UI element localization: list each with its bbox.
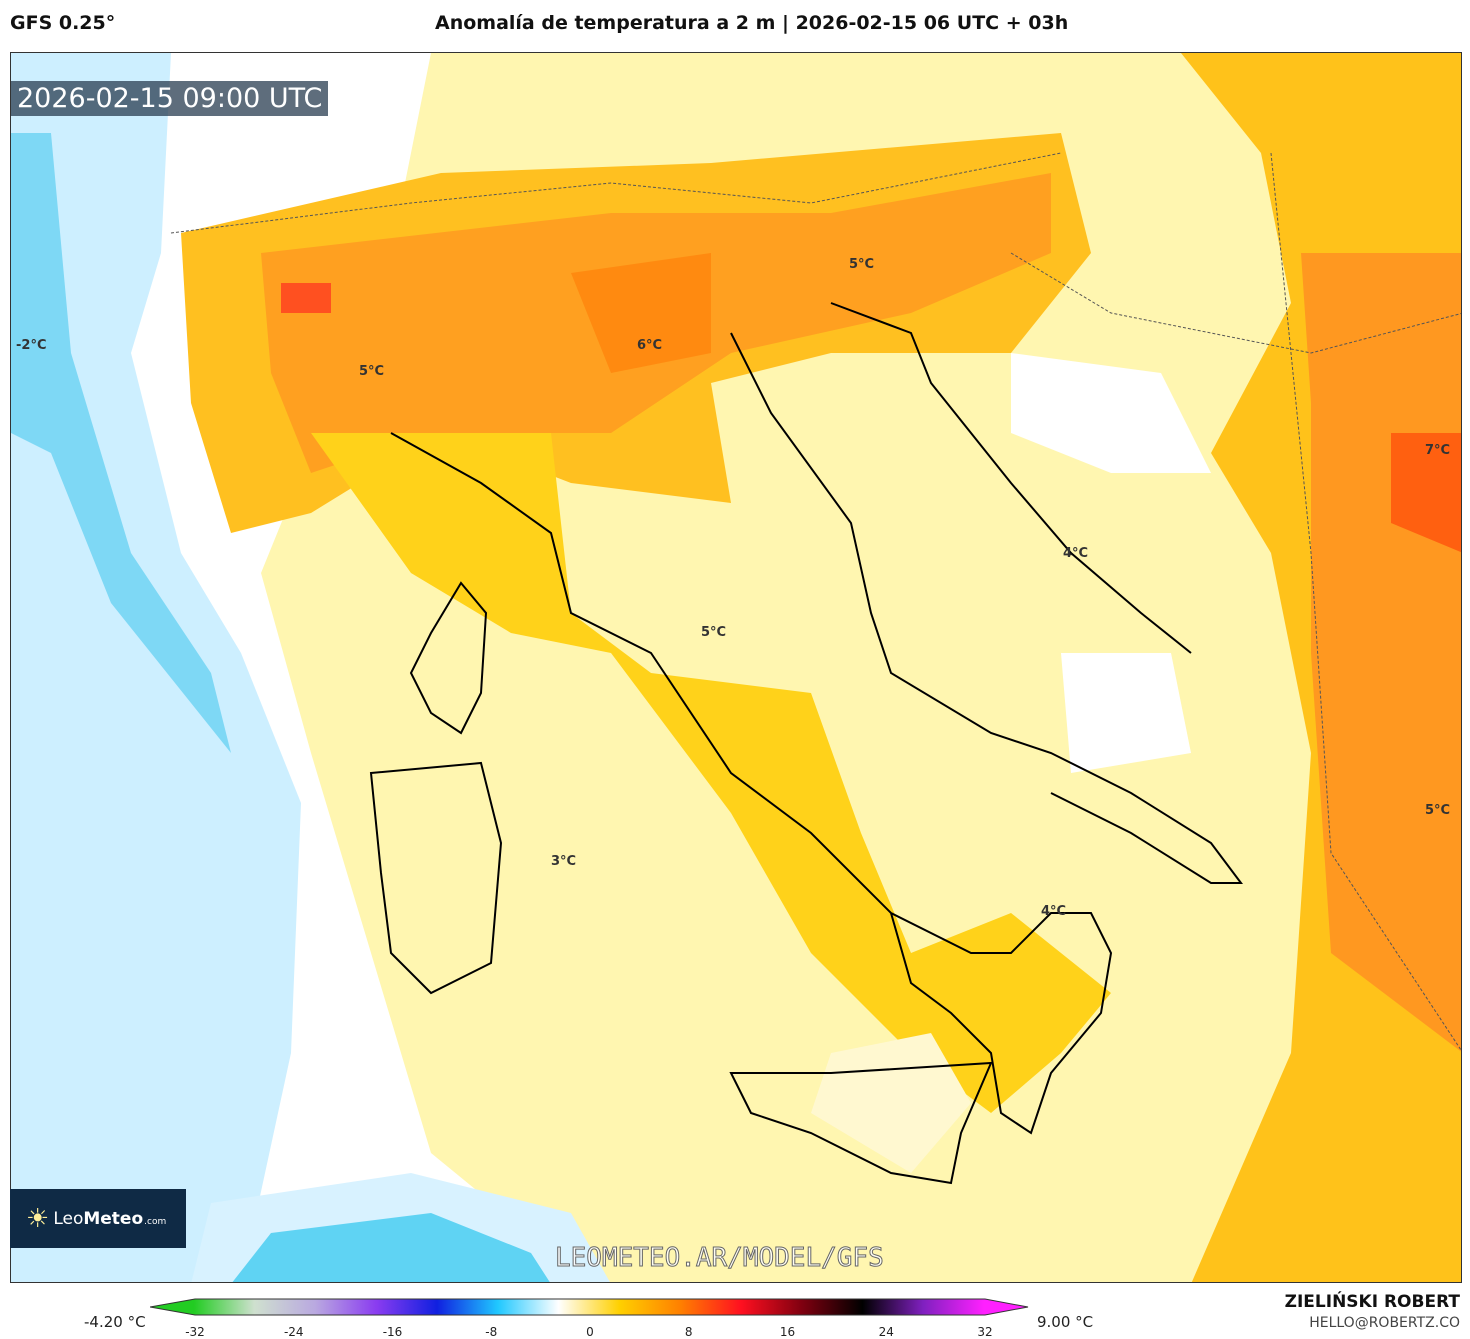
colorbar-tick: 16 (779, 1325, 796, 1339)
anomaly-map[interactable]: 2026-02-15 09:00 UTC -2°C 5°C 6°C 5°C 7°… (10, 52, 1462, 1283)
west-cool-1 (11, 53, 301, 1282)
contour-label: 4°C (1041, 904, 1067, 919)
sicily (811, 1033, 971, 1173)
contour-label: 5°C (1425, 803, 1451, 818)
colorbar-tick: -32 (185, 1325, 205, 1339)
author-name: ZIELIŃSKI ROBERT (1284, 1292, 1460, 1312)
colorbar-tick: -24 (283, 1325, 304, 1339)
coastlines (369, 302, 1243, 1185)
east-hot (1391, 433, 1461, 553)
hotspot (281, 283, 331, 313)
colorbar-min: -4.20 °C (84, 1313, 146, 1331)
west-cool-2 (11, 133, 231, 753)
colorbar-tick: -16 (382, 1325, 403, 1339)
contour-label: 7°C (1425, 443, 1451, 458)
colorbar (150, 1298, 1029, 1316)
borders (170, 152, 1461, 1051)
map-title: Anomalía de temperatura a 2 m | 2026-02-… (435, 12, 1069, 34)
contour-label: 5°C (849, 257, 875, 272)
sun-icon: ☀ (26, 1203, 50, 1234)
adriatic-neutral (1061, 653, 1191, 773)
africa-cool-2 (232, 1213, 550, 1282)
colorbar-max: 9.00 °C (1037, 1313, 1094, 1331)
contour-label: 6°C (637, 338, 663, 353)
contour-label: 4°C (1063, 546, 1089, 561)
colorbar-tick: 0 (586, 1325, 594, 1339)
contour-label: -2°C (16, 338, 47, 353)
bosnia-neutral (1011, 353, 1211, 473)
map-canvas (11, 53, 1461, 1282)
contour-label: 5°C (701, 625, 727, 640)
colorbar-tick: 8 (684, 1325, 693, 1339)
colorbar-tick: 32 (977, 1325, 993, 1339)
author-email[interactable]: HELLO@ROBERTZ.CO (1309, 1315, 1460, 1331)
model-name: GFS 0.25° (10, 12, 116, 34)
contour-label: 3°C (551, 854, 577, 869)
italy-warm (311, 433, 1111, 1113)
colorbar-tick: 24 (878, 1325, 894, 1339)
colorbar-tick: -8 (485, 1325, 498, 1339)
logo-text: LeoMeteo.com (53, 1208, 167, 1229)
po-warm (571, 253, 711, 373)
valid-time-stamp: 2026-02-15 09:00 UTC (11, 81, 329, 116)
contour-label: 5°C (359, 364, 385, 379)
leometeo-logo[interactable]: ☀ LeoMeteo.com (10, 1189, 186, 1248)
watermark: LEOMETEO.AR/MODEL/GFS (555, 1243, 885, 1274)
